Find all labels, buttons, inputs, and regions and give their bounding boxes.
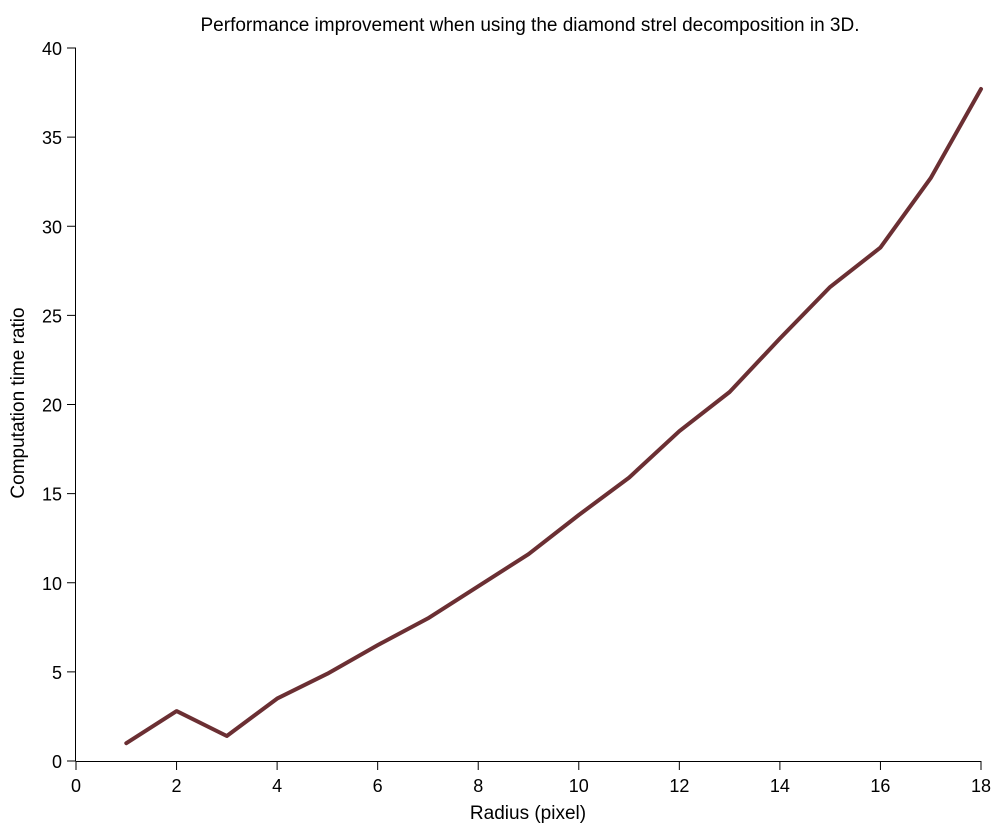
x-tick-label: 6 bbox=[373, 776, 383, 796]
x-tick-label: 4 bbox=[272, 776, 282, 796]
chart-title: Performance improvement when using the d… bbox=[201, 15, 860, 36]
y-tick-label: 40 bbox=[42, 39, 62, 59]
y-ticks: 0 5 10 15 20 25 30 35 40 bbox=[42, 39, 76, 772]
y-tick-label: 0 bbox=[52, 752, 62, 772]
x-tick-label: 16 bbox=[870, 776, 890, 796]
y-axis-title: Computation time ratio bbox=[8, 307, 29, 498]
y-tick-label: 5 bbox=[52, 663, 62, 683]
y-tick-label: 35 bbox=[42, 128, 62, 148]
y-tick-label: 15 bbox=[42, 485, 62, 505]
y-tick-label: 10 bbox=[42, 574, 62, 594]
x-tick-label: 2 bbox=[172, 776, 182, 796]
series-line bbox=[124, 87, 983, 746]
x-ticks: 0 2 4 6 8 10 12 14 16 18 bbox=[71, 761, 991, 796]
y-tick-label: 25 bbox=[42, 306, 62, 326]
x-tick-label: 18 bbox=[971, 776, 991, 796]
y-tick-label: 20 bbox=[42, 396, 62, 416]
axes bbox=[75, 48, 981, 762]
series-layer bbox=[124, 87, 983, 746]
x-axis-title: Radius (pixel) bbox=[470, 803, 586, 824]
x-tick-label: 10 bbox=[569, 776, 589, 796]
y-tick-label: 30 bbox=[42, 217, 62, 237]
x-tick-label: 0 bbox=[71, 776, 81, 796]
x-tick-label: 8 bbox=[473, 776, 483, 796]
x-tick-label: 14 bbox=[770, 776, 790, 796]
x-tick-label: 12 bbox=[669, 776, 689, 796]
